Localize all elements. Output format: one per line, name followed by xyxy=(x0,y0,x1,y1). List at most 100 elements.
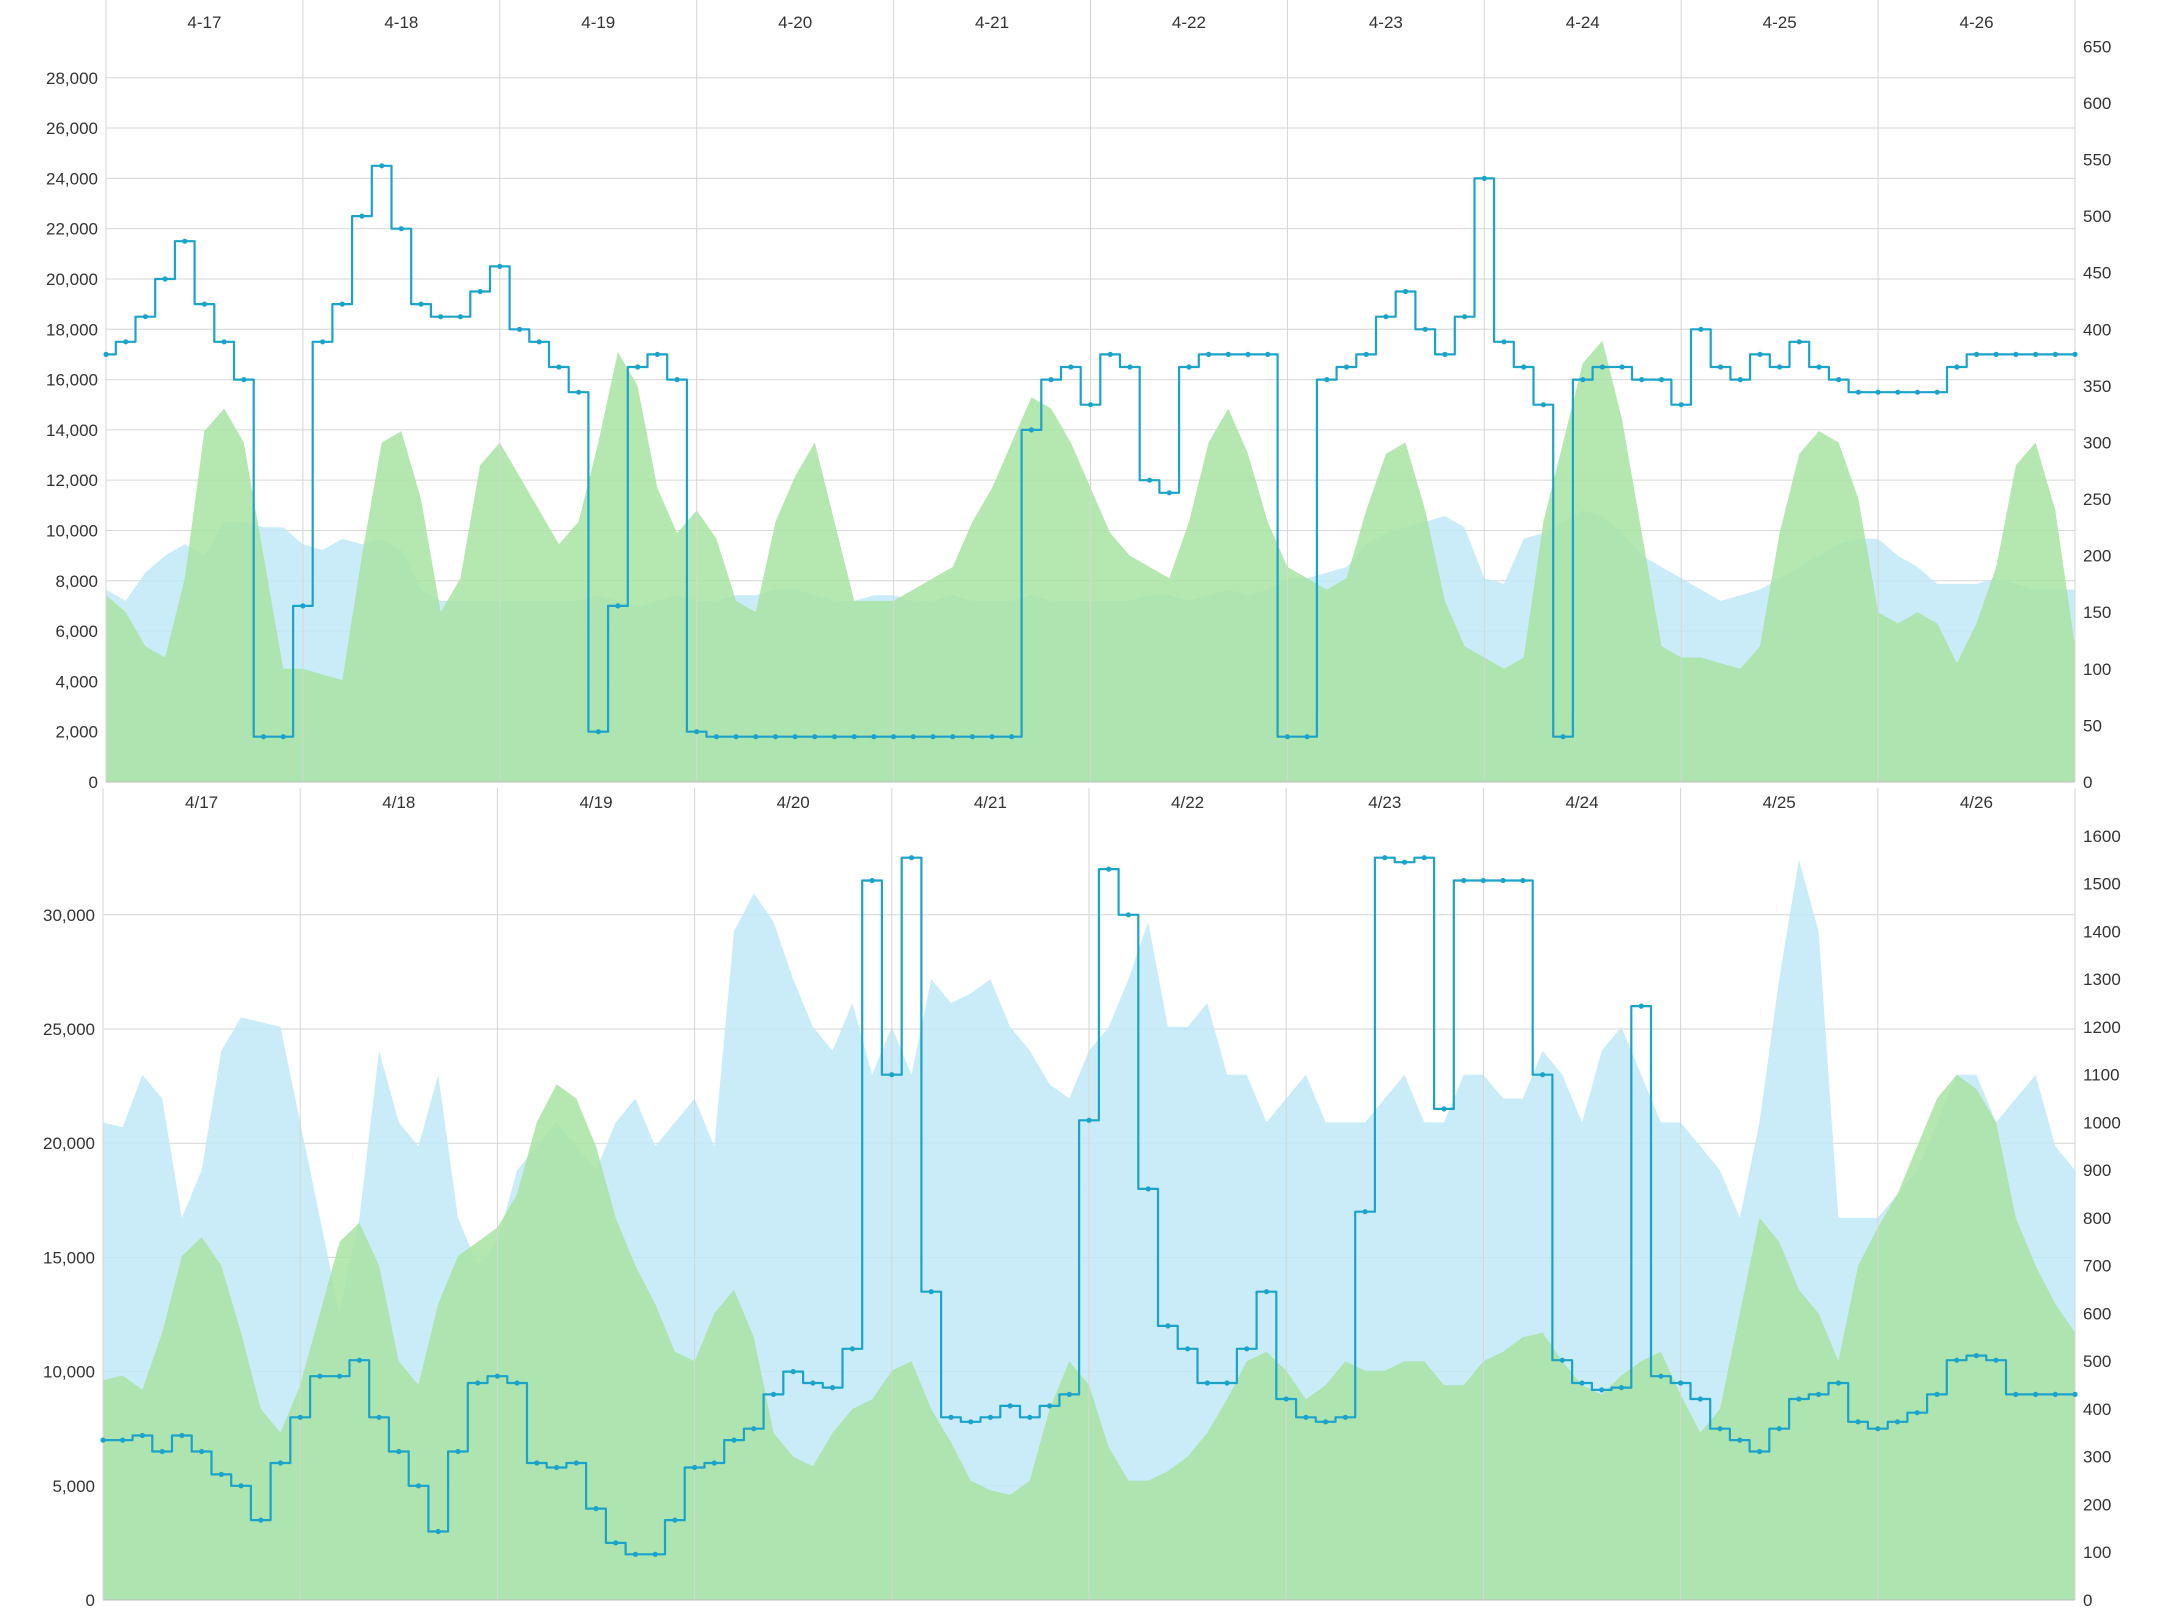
left-axis-tick-label: 22,000 xyxy=(46,220,98,239)
line-point xyxy=(536,339,542,345)
area-series-green xyxy=(103,1074,2075,1600)
line-point xyxy=(1382,855,1388,861)
line-point xyxy=(339,301,345,307)
line-point xyxy=(632,1551,639,1557)
right-axis-tick-label: 100 xyxy=(2083,660,2111,679)
line-point xyxy=(1757,351,1763,357)
line-point xyxy=(1303,1414,1309,1420)
line-point xyxy=(1086,1117,1092,1123)
line-point xyxy=(792,734,798,740)
line-point xyxy=(652,1551,658,1557)
line-point xyxy=(613,1540,619,1546)
line-point xyxy=(1284,734,1290,740)
line-point xyxy=(812,734,818,740)
left-axis-tick-label: 26,000 xyxy=(46,119,98,138)
left-axis-tick-label: 16,000 xyxy=(46,371,98,390)
line-point xyxy=(1658,1373,1664,1379)
line-point xyxy=(1462,314,1468,320)
line-point xyxy=(1007,1403,1013,1409)
line-point xyxy=(398,226,404,232)
line-point xyxy=(241,377,247,383)
left-axis-tick-label: 0 xyxy=(89,773,98,792)
line-point xyxy=(672,1517,678,1523)
line-point xyxy=(1521,364,1527,370)
line-point xyxy=(1068,364,1074,370)
line-point xyxy=(1777,364,1783,370)
line-point xyxy=(1027,1414,1033,1420)
line-point xyxy=(731,1437,737,1443)
date-label: 4/24 xyxy=(1565,793,1598,812)
line-point xyxy=(1501,339,1507,345)
line-point xyxy=(851,734,857,740)
right-axis-tick-label: 450 xyxy=(2083,264,2111,283)
line-point xyxy=(159,1448,165,1455)
right-axis-tick-label: 1500 xyxy=(2083,875,2121,894)
date-label: 4/26 xyxy=(1960,793,1993,812)
left-axis-tick-label: 20,000 xyxy=(46,270,98,289)
left-axis-tick-label: 5,000 xyxy=(52,1477,95,1496)
left-axis-tick-label: 10,000 xyxy=(46,521,98,540)
right-axis-labels: 0 100 200 300 400 500 600 700 800 900 1000 1100 1200… xyxy=(2083,827,2121,1608)
line-point xyxy=(376,1414,382,1420)
right-axis-tick-label: 600 xyxy=(2083,94,2111,113)
date-label: 4-21 xyxy=(975,13,1009,32)
line-points xyxy=(100,855,2078,1557)
line-point xyxy=(573,1460,579,1466)
line-point xyxy=(692,1464,698,1471)
date-label: 4-20 xyxy=(778,13,812,32)
right-axis-tick-label: 600 xyxy=(2083,1304,2111,1323)
right-axis-tick-label: 1600 xyxy=(2083,827,2121,846)
day-dividers xyxy=(102,788,2076,1600)
line-series xyxy=(106,164,2075,738)
right-axis-tick-label: 1400 xyxy=(2083,922,2121,941)
line-point xyxy=(477,288,483,295)
line-point xyxy=(830,1385,836,1391)
line-point xyxy=(987,1414,994,1420)
right-axis-labels: 0 50 100 150 200 250 300 350 400 450 500 550 600 650 xyxy=(2083,37,2111,792)
right-axis-tick-label: 100 xyxy=(2083,1543,2111,1562)
line-point xyxy=(654,351,660,357)
line-point xyxy=(1816,1391,1822,1397)
right-axis-tick-label: 800 xyxy=(2083,1209,2111,1228)
date-label: 4/23 xyxy=(1368,793,1401,812)
date-labels: 4/17 4/18 4/19 4/20 4/21 4/22 4/23 4/24 4/25 4/26 xyxy=(185,793,1993,812)
line-point xyxy=(554,1464,560,1471)
line-point xyxy=(772,734,779,740)
line-point xyxy=(475,1380,481,1386)
line-point xyxy=(1560,734,1566,740)
line-point xyxy=(810,1380,816,1386)
line-point xyxy=(831,734,838,740)
line-point xyxy=(1185,1346,1191,1352)
line-point xyxy=(1265,351,1271,357)
line-point xyxy=(1480,877,1486,884)
line-point xyxy=(494,1373,500,1379)
line-point xyxy=(1737,377,1743,383)
line-point xyxy=(928,1289,934,1295)
line-point xyxy=(1540,402,1546,408)
line-point xyxy=(277,1460,284,1466)
line-point xyxy=(356,1357,362,1363)
line-point xyxy=(1481,175,1487,181)
line-point xyxy=(1324,377,1330,383)
line-point xyxy=(1263,1289,1270,1295)
line-point xyxy=(396,1448,402,1455)
line-point xyxy=(1638,1003,1644,1009)
date-label: 4-18 xyxy=(384,13,418,32)
left-axis-tick-label: 25,000 xyxy=(43,1020,95,1039)
left-axis-tick-label: 30,000 xyxy=(43,906,95,925)
right-axis-tick-label: 0 xyxy=(2083,773,2092,792)
line-point xyxy=(1028,427,1034,433)
line-point xyxy=(733,734,739,740)
line-point xyxy=(1697,1396,1703,1402)
line-point xyxy=(1224,1380,1230,1386)
line-point xyxy=(1698,326,1704,332)
line-point xyxy=(1422,326,1428,332)
line-point xyxy=(139,1432,145,1439)
right-axis-tick-label: 250 xyxy=(2083,490,2111,509)
line-point xyxy=(1776,1426,1782,1432)
line-points xyxy=(103,163,2078,740)
right-axis-tick-label: 1300 xyxy=(2083,970,2121,989)
line-point xyxy=(1106,866,1112,872)
line-point xyxy=(871,734,877,740)
